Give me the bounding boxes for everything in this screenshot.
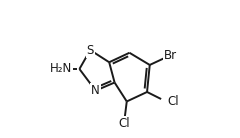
Text: Cl: Cl <box>118 117 130 130</box>
Text: Cl: Cl <box>167 95 179 108</box>
Text: Br: Br <box>163 49 177 62</box>
Text: S: S <box>87 44 94 57</box>
Text: N: N <box>91 84 100 97</box>
Text: H₂N: H₂N <box>49 63 72 75</box>
